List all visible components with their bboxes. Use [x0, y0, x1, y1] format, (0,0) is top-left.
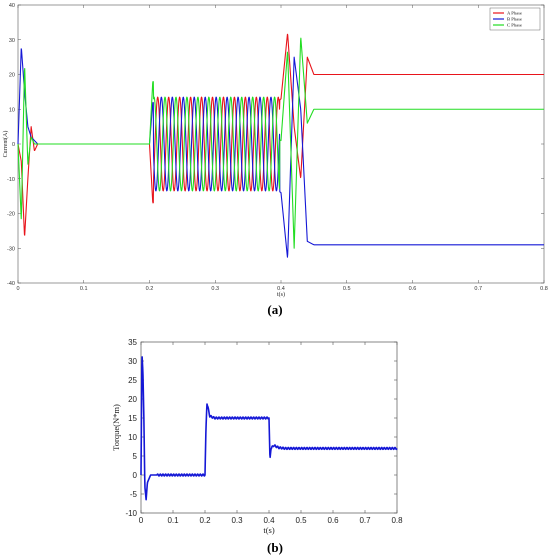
x-tick-label: 0.5 [343, 286, 351, 292]
y-tick-label: 25 [128, 376, 137, 385]
x-tick-label: 0.1 [80, 286, 88, 292]
y-axis-label-b: Torque(N*m) [111, 404, 121, 451]
y-tick-label: 30 [128, 357, 137, 366]
panel-b-caption: (b) [267, 540, 283, 555]
y-tick-label: 10 [128, 433, 137, 442]
x-tick-label: 0.1 [167, 516, 179, 525]
x-tick-label: 0.3 [211, 286, 219, 292]
legend-entry: C Phase [507, 23, 522, 28]
y-tick-label: -30 [7, 246, 15, 252]
y-axis-label-a: Current(A) [2, 131, 9, 158]
x-axis-label-b: t(s) [263, 525, 275, 535]
panel-a-current-chart: 0 0.1 0.2 0.3 0.4 0.5 0.6 0.7 0.8 -40 -30 -20 -10 0 10… [2, 3, 548, 298]
y-tick-label: -5 [130, 490, 138, 499]
x-tick-label: 0 [139, 516, 144, 525]
x-tick-label: 0.2 [146, 286, 154, 292]
y-tick-label: 0 [12, 142, 15, 148]
x-tick-label: 0.8 [540, 286, 548, 292]
x-tick-label: 0.7 [359, 516, 371, 525]
y-tick-label: -10 [7, 177, 15, 183]
y-tick-label: 20 [9, 73, 15, 79]
x-tick-label: 0.6 [409, 286, 417, 292]
y-tick-label: -40 [7, 281, 15, 287]
x-tick-label: 0.3 [231, 516, 243, 525]
y-tick-label: -10 [125, 509, 137, 518]
y-tick-label: 35 [128, 338, 137, 347]
panel-a-caption: (a) [267, 302, 282, 317]
y-tick-label: 0 [133, 471, 138, 480]
x-tick-label: 0 [16, 286, 19, 292]
panel-b-torque-chart: 0 0.1 0.2 0.3 0.4 0.5 0.6 0.7 0.8 -10 -5 0 5 10 15 20 25… [111, 338, 403, 535]
y-tick-label: 10 [9, 107, 15, 113]
y-tick-label: 5 [133, 452, 138, 461]
legend-entry: B Phase [507, 17, 522, 22]
x-tick-label: 0.4 [277, 286, 285, 292]
series-line-b-phase [17, 48, 545, 258]
x-tick-label: 0.6 [327, 516, 339, 525]
x-tick-label: 0.7 [474, 286, 482, 292]
x-tick-label: 0.5 [295, 516, 307, 525]
y-tick-label: 20 [128, 395, 137, 404]
x-tick-label: 0.8 [391, 516, 403, 525]
series-line-c-phase [17, 37, 545, 249]
series-line-torque [140, 356, 398, 501]
y-tick-label: 30 [9, 38, 15, 44]
legend-entry: A Phase [507, 11, 522, 16]
x-tick-label: 0.2 [199, 516, 211, 525]
y-tick-label: 40 [9, 3, 15, 9]
y-tick-label: 15 [128, 414, 137, 423]
x-tick-label: 0.4 [263, 516, 275, 525]
x-axis-label-a: t(s) [277, 291, 285, 298]
y-tick-label: -20 [7, 212, 15, 218]
